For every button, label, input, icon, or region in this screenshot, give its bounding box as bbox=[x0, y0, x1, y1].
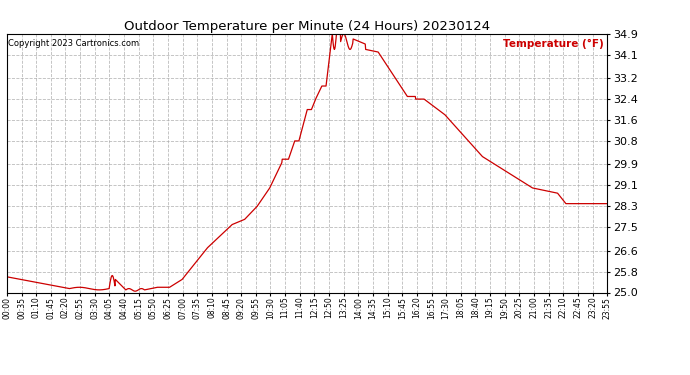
Title: Outdoor Temperature per Minute (24 Hours) 20230124: Outdoor Temperature per Minute (24 Hours… bbox=[124, 20, 490, 33]
Text: Copyright 2023 Cartronics.com: Copyright 2023 Cartronics.com bbox=[8, 39, 139, 48]
Text: Temperature (°F): Temperature (°F) bbox=[504, 39, 604, 49]
